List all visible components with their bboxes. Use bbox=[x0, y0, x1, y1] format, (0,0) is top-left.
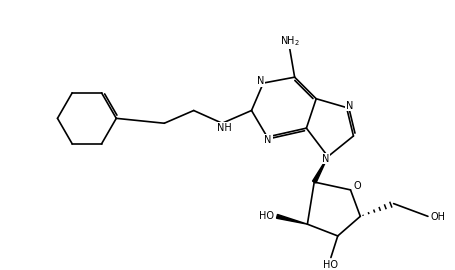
Text: N: N bbox=[256, 76, 263, 86]
Text: OH: OH bbox=[430, 212, 445, 222]
Text: O: O bbox=[353, 181, 360, 191]
Text: N: N bbox=[322, 154, 329, 164]
Text: N: N bbox=[264, 135, 271, 145]
Text: NH: NH bbox=[216, 123, 231, 133]
Text: NH$_2$: NH$_2$ bbox=[279, 34, 299, 48]
Text: N: N bbox=[345, 101, 353, 111]
Polygon shape bbox=[276, 214, 307, 224]
Polygon shape bbox=[312, 157, 327, 183]
Text: HO: HO bbox=[323, 261, 338, 270]
Text: HO: HO bbox=[258, 211, 273, 221]
